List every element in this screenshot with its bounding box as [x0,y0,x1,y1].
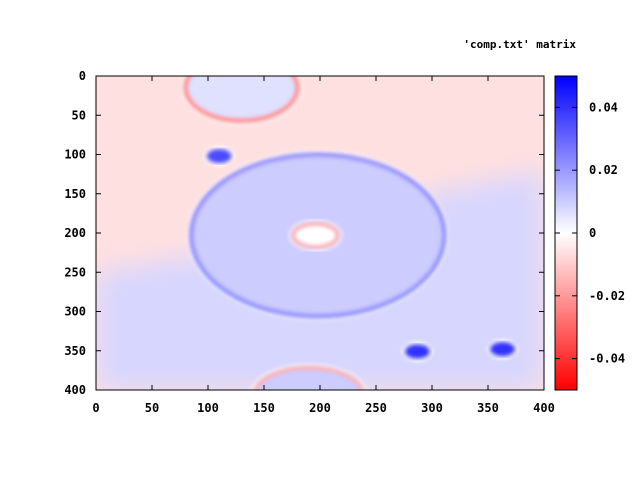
feature-ellipse-1-halo [289,219,342,252]
colorbar-tick-label: 0.04 [589,100,618,114]
x-tick-label: 400 [533,401,555,415]
x-tick-label: 150 [253,401,275,415]
feature-ellipse-3-edge [254,366,364,390]
x-axis: 0 50 100 150 200 250 300 350 400 [92,76,555,415]
feature-ellipse-2-fill [185,76,298,121]
heatmap-field [96,76,544,390]
colorbar-tick-label: 0.02 [589,163,618,177]
feature-ellipse-3-fill [255,368,362,390]
colorbar-axis: 0.04 0.02 0 -0.02 -0.04 [555,100,625,366]
colorbar-tick-label: -0.02 [589,289,625,303]
colorbar-tick-label: 0 [589,226,596,240]
y-tick-label: 150 [64,187,86,201]
colorbar-tick-label: -0.04 [589,352,625,366]
y-tick-label: 250 [64,265,86,279]
x-tick-label: 300 [421,401,443,415]
x-tick-label: 350 [477,401,499,415]
feature-ellipse-1-edge [291,222,340,249]
y-tick-label: 300 [64,305,86,319]
y-tick-label: 0 [79,69,86,83]
y-tick-label: 200 [64,226,86,240]
feature-ellipse-2-edge [184,76,300,123]
feature-blob-4 [206,149,232,164]
x-tick-label: 50 [145,401,159,415]
feature-blob-5 [405,344,430,359]
feature-ellipse-0-halo [187,150,449,321]
x-tick-label: 0 [92,401,99,415]
legend-title: 'comp.txt' matrix [463,38,576,51]
y-tick-label: 350 [64,344,86,358]
x-tick-label: 250 [365,401,387,415]
x-tick-label: 100 [197,401,219,415]
feature-ellipse-1-fill [293,223,338,248]
feature-blob-6 [490,342,515,357]
y-axis: 0 50 100 150 200 250 300 350 400 [64,69,544,397]
x-tick-label: 200 [309,401,331,415]
feature-ellipse-2-halo [181,76,302,125]
feature-ellipse-3-halo [251,364,367,390]
y-tick-label: 50 [72,108,86,122]
y-tick-label: 100 [64,148,86,162]
feature-ellipse-0-edge [189,153,446,318]
y-tick-label: 400 [64,383,86,397]
